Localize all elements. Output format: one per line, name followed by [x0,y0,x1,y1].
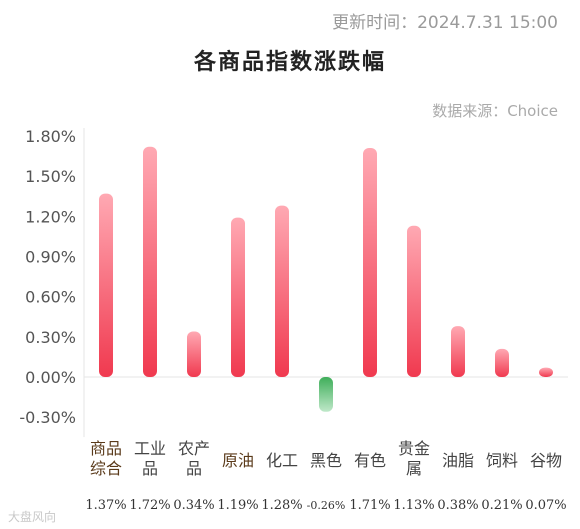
watermark: 大盘风向 [8,510,57,524]
category-label: 贵金 [398,439,430,458]
bar [407,225,421,377]
category-label: 黑色 [310,451,342,470]
category-label: 工业 [134,439,166,458]
category-label: 商品 [90,439,122,458]
bar [231,217,245,377]
y-tick-label: 0.60% [25,288,76,307]
category-label: 化工 [266,451,298,470]
category-label: 饲料 [486,451,518,470]
value-label: 1.13% [393,498,434,513]
update-time: 更新时间：2024.7.31 15:00 [332,13,558,33]
category-label: 品 [142,459,158,478]
y-tick-label: -0.30% [19,408,76,427]
value-label: 0.34% [173,498,214,513]
value-label: -0.26% [307,499,346,512]
bar [99,193,113,377]
value-labels: 1.37% 1.72% 0.34% 1.19% 1.28% -0.26% 1.71% 1.13… [85,498,566,513]
y-tick-label: 1.80% [25,127,76,146]
value-label: 1.28% [261,498,302,513]
chart-title: 各商品指数涨跌幅 [193,50,386,75]
category-label: 品 [186,459,202,478]
value-label: 1.19% [217,498,258,513]
y-tick-label: 0.30% [25,328,76,347]
category-label: 有色 [354,451,386,470]
y-tick-label: 1.50% [25,167,76,186]
value-label: 0.21% [481,498,522,513]
y-tick-label: 0.90% [25,248,76,267]
value-label: 1.37% [85,498,126,513]
bar [319,377,333,412]
y-tick-label: 0.00% [25,368,76,387]
bar [451,326,465,377]
category-label: 油脂 [442,451,474,470]
category-label: 谷物 [530,451,562,470]
y-axis: -0.30% 0.00% 0.30% 0.60% 0.90% 1.20% 1.50% 1.80… [19,127,76,427]
category-label: 原油 [222,451,254,470]
bar [539,367,553,377]
category-label: 农产 [178,439,210,458]
y-tick-label: 1.20% [25,207,76,226]
bar [143,146,157,377]
value-label: 1.71% [349,498,390,513]
value-label: 0.38% [437,498,478,513]
bar [275,205,289,377]
category-label: 属 [406,459,422,478]
bar [363,148,377,377]
value-label: 1.72% [129,498,170,513]
bars [99,146,553,412]
value-label: 0.07% [525,498,566,513]
category-label: 综合 [90,459,122,478]
bar [495,348,509,377]
bar [187,331,201,377]
data-source: 数据来源：Choice [432,102,558,120]
